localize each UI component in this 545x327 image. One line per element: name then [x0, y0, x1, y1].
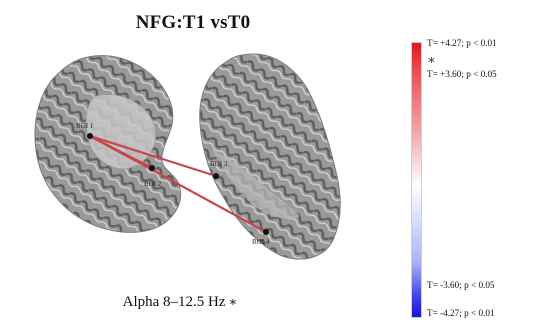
colorbar-label-pos-strong: T= +4.27; p < 0.01 — [427, 38, 497, 48]
brain-connectivity-diagram: ROI 1 ROI 2 ROI 3 ROI 4 — [34, 53, 341, 260]
roi1-node — [87, 133, 93, 139]
t-value-colorbar — [411, 42, 422, 318]
roi2-label: ROI 2 — [144, 180, 162, 188]
significance-marker: ∗ — [228, 294, 238, 309]
roi4-node — [263, 229, 269, 235]
roi2-node — [149, 165, 155, 171]
connection-roi1-roi3 — [88, 134, 218, 178]
colorbar-label-neg-weak: T= -3.60; p < 0.05 — [427, 280, 495, 290]
roi3-node — [213, 173, 219, 179]
frequency-band-caption: Alpha 8–12.5 Hz ∗ — [75, 294, 285, 311]
right-hemisphere — [199, 53, 341, 260]
roi1-label: ROI 1 — [76, 122, 94, 130]
roi4-label: ROI 4 — [252, 238, 270, 246]
colorbar-label-neg-strong: T= -4.27; p < 0.01 — [427, 308, 495, 318]
left-medial-wall — [85, 94, 156, 170]
roi3-label: ROI 3 — [210, 160, 228, 168]
right-insula-region — [212, 150, 300, 219]
figure-title: NFG:T1 vsT0 — [135, 12, 251, 33]
connection-roi1-roi4 — [88, 134, 268, 234]
colorbar-label-pos-weak: T= +3.60; p < 0.05 — [427, 69, 497, 79]
frequency-band-label: Alpha 8–12.5 Hz — [122, 294, 226, 310]
colorbar-significance-marker: ∗ — [427, 52, 436, 67]
